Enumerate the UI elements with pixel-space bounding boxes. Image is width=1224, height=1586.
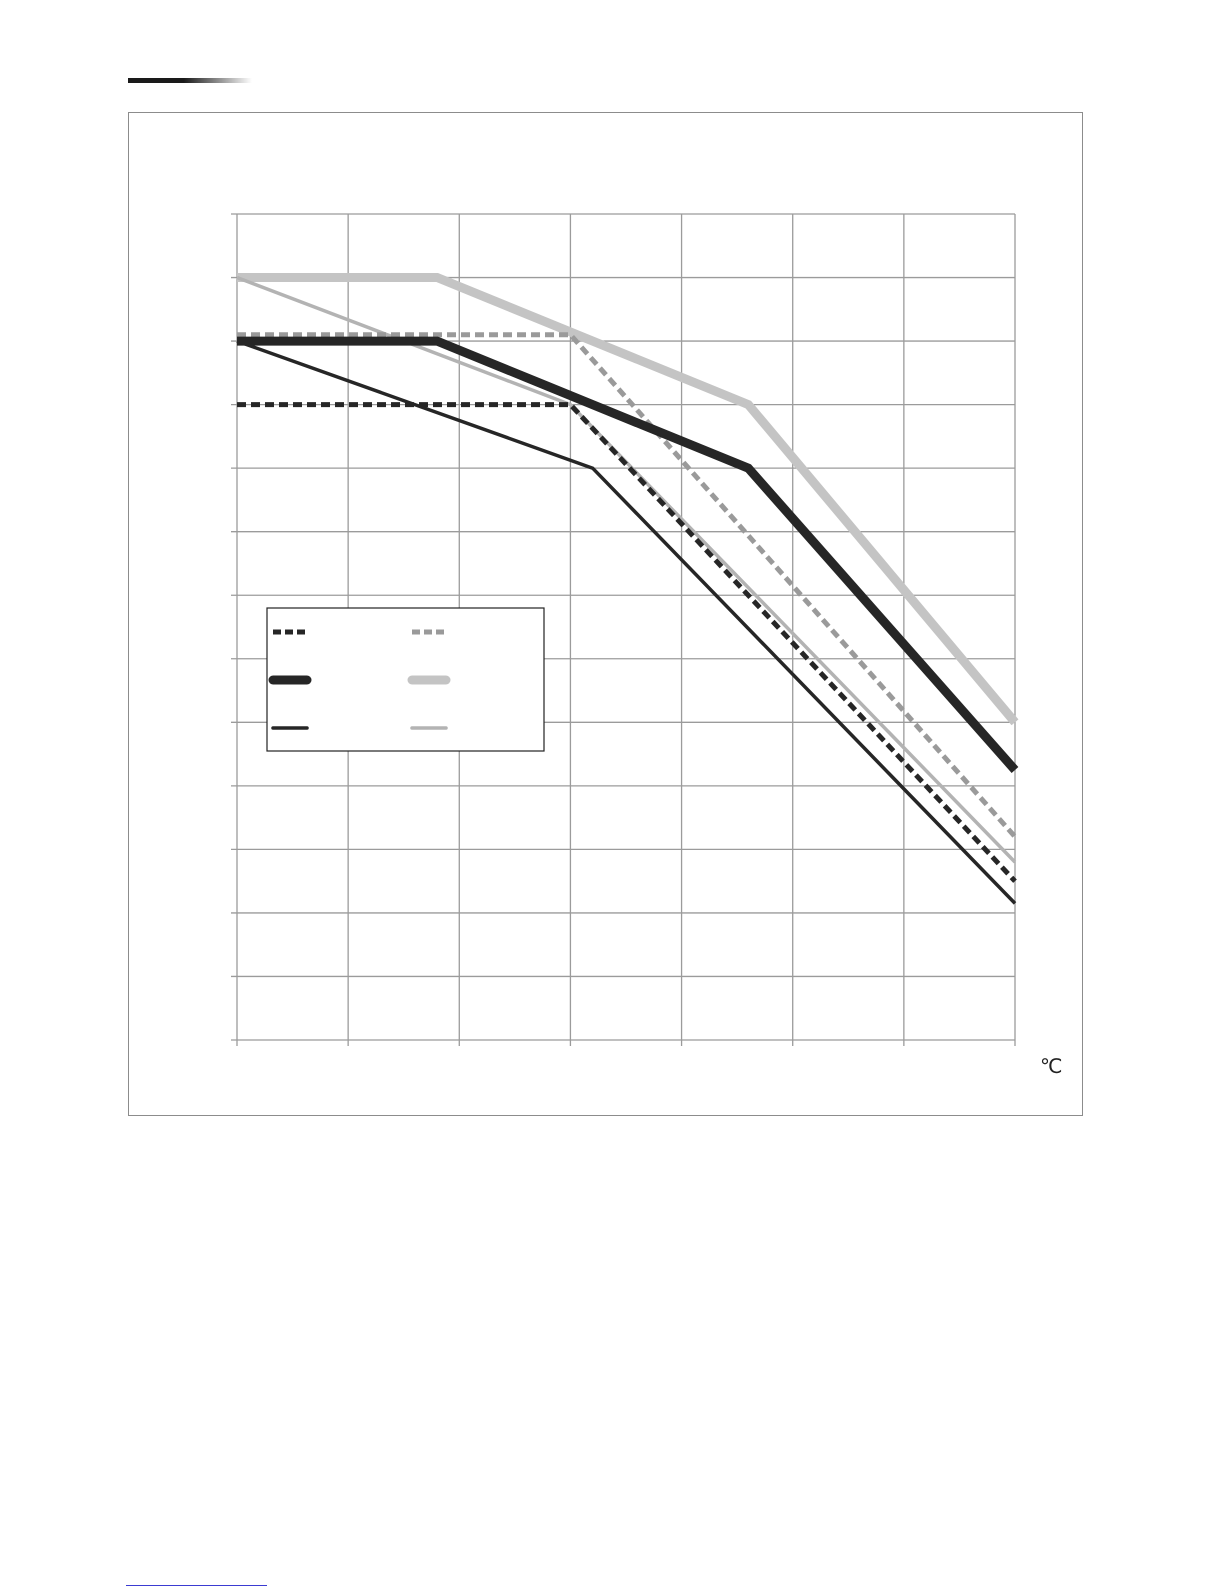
series-line-5	[237, 273, 1019, 726]
series-line-3	[236, 339, 1017, 905]
x-axis-unit-label: ℃	[1040, 1054, 1063, 1078]
series-line-6	[236, 275, 1017, 864]
legend-box	[266, 607, 545, 752]
chart-frame	[128, 112, 1083, 1116]
legend	[266, 607, 545, 752]
header-rule	[128, 78, 252, 83]
plot-series	[236, 273, 1019, 905]
series-line-2	[237, 336, 1019, 773]
